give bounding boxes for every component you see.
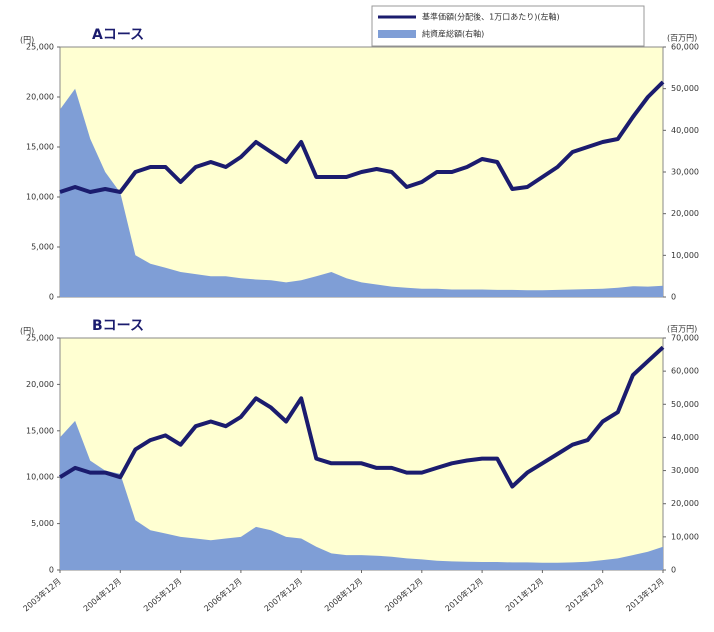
y2-tick-label: 70,000: [671, 334, 699, 343]
y-tick-label: 20,000: [26, 380, 54, 389]
y-tick-label: 5,000: [31, 519, 54, 528]
x-tick-label: 2008年12月: [322, 576, 364, 614]
x-tick-label: 2007年12月: [262, 576, 304, 614]
panel-title: Bコース: [92, 318, 144, 334]
x-tick-label: 2010年12月: [443, 576, 485, 614]
x-tick-label: 2003年12月: [21, 576, 63, 614]
y2-tick-label: 40,000: [671, 126, 699, 135]
y-tick-label: 25,000: [26, 334, 54, 343]
y-tick-label: 20,000: [26, 93, 54, 102]
y-tick-label: 15,000: [26, 426, 54, 435]
y2-tick-label: 10,000: [671, 532, 699, 541]
y2-tick-label: 50,000: [671, 400, 699, 409]
y2-tick-label: 10,000: [671, 251, 699, 260]
x-tick-label: 2009年12月: [383, 576, 425, 614]
x-tick-label: 2013年12月: [624, 576, 666, 614]
y2-axis-label: (百万円): [667, 34, 697, 43]
y-axis-label: (円): [20, 327, 34, 336]
y-tick-label: 25,000: [26, 43, 54, 52]
y2-tick-label: 30,000: [671, 466, 699, 475]
y-tick-label: 5,000: [31, 243, 54, 252]
x-tick-label: 2012年12月: [564, 576, 606, 614]
x-tick-label: 2006年12月: [202, 576, 244, 614]
legend-label: 純資産総額(右軸): [422, 29, 484, 39]
y2-tick-label: 60,000: [671, 43, 699, 52]
y-tick-label: 15,000: [26, 143, 54, 152]
plot-area: [59, 337, 664, 571]
panel-title: Aコース: [92, 27, 144, 43]
area: [60, 420, 663, 570]
x-tick-label: 2005年12月: [141, 576, 183, 614]
legend-box: [371, 5, 645, 47]
area: [60, 88, 663, 297]
x-tick-label: 2011年12月: [503, 576, 545, 614]
y2-tick-label: 0: [671, 293, 676, 302]
y2-tick-label: 0: [671, 566, 676, 575]
legend-swatch: [378, 30, 416, 38]
y2-tick-label: 20,000: [671, 209, 699, 218]
y-tick-label: 10,000: [26, 473, 54, 482]
y2-tick-label: 30,000: [671, 168, 699, 177]
y-tick-label: 0: [49, 293, 54, 302]
y2-tick-label: 60,000: [671, 367, 699, 376]
y2-axis-label: (百万円): [667, 325, 697, 334]
y-axis-label: (円): [20, 36, 34, 45]
y-tick-label: 10,000: [26, 193, 54, 202]
y2-tick-label: 20,000: [671, 499, 699, 508]
legend-label: 基準価額(分配後、1万口あたり)(左軸): [422, 12, 560, 22]
y2-tick-label: 50,000: [671, 84, 699, 93]
y2-tick-label: 40,000: [671, 433, 699, 442]
line: [58, 345, 665, 489]
line: [59, 80, 665, 194]
x-tick-label: 2004年12月: [81, 576, 123, 614]
y-tick-label: 0: [49, 566, 54, 575]
